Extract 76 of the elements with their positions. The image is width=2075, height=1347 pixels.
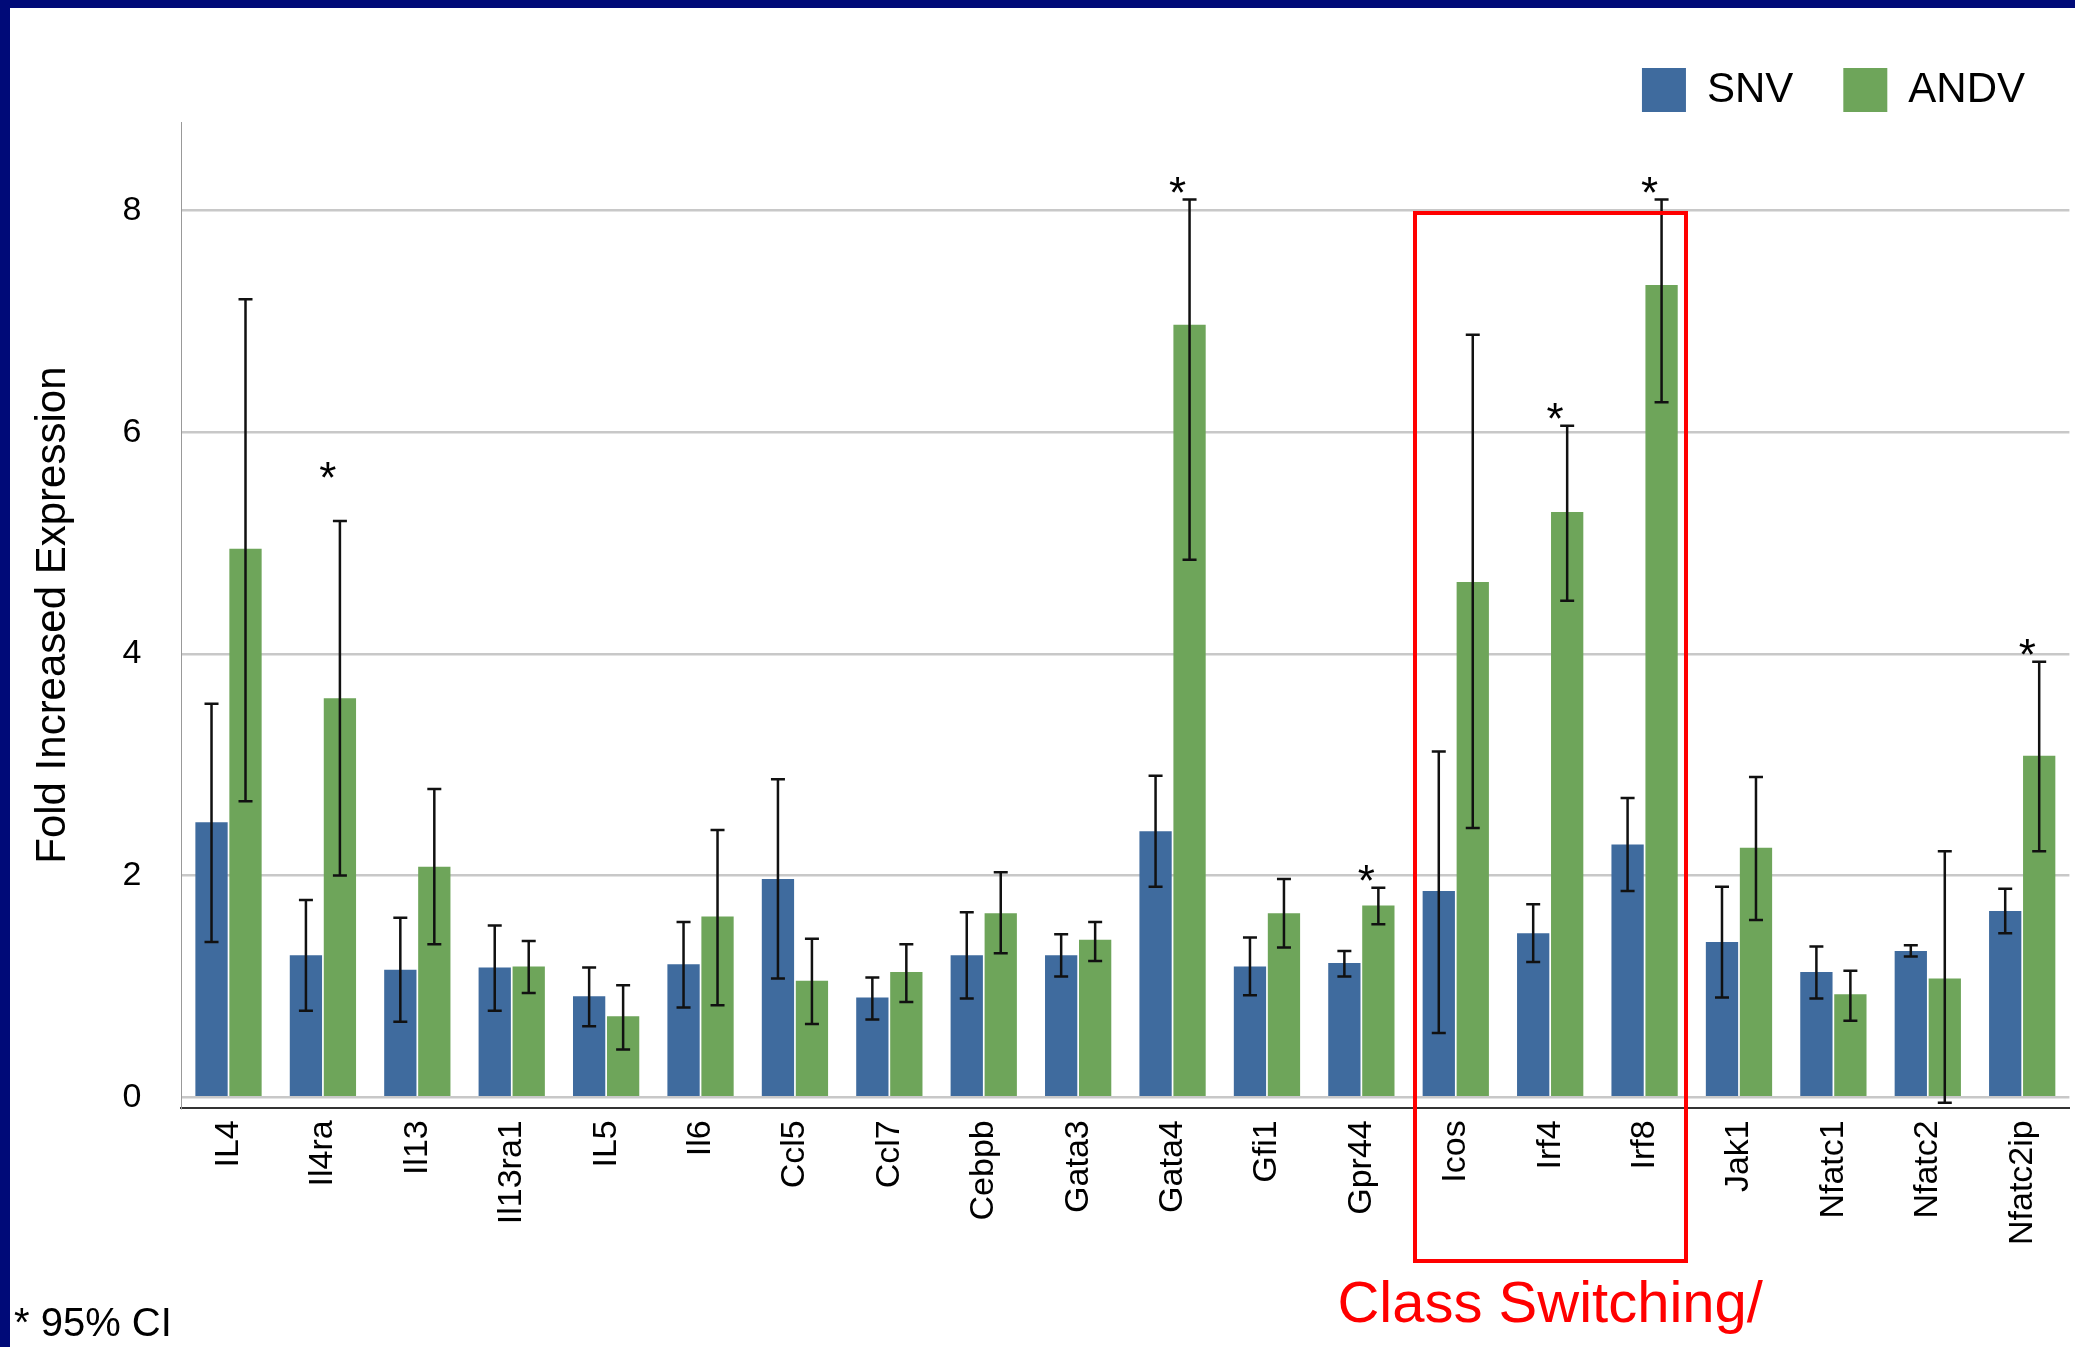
y-tick-label: 6 (122, 410, 142, 449)
bar (195, 822, 228, 1096)
x-tick-label: Il13ra1 (490, 1120, 529, 1225)
bar (1422, 891, 1455, 1096)
x-tick-label: Nfatc2ip (2000, 1120, 2039, 1246)
text: * 95% CI (14, 1300, 172, 1345)
y-tick-label: 8 (122, 189, 142, 228)
x-tick-label: IL4 (206, 1120, 245, 1168)
bar (1328, 963, 1361, 1096)
bar (572, 996, 606, 1096)
bar (1456, 581, 1489, 1096)
bar (1267, 913, 1301, 1096)
x-tick-label: Gata3 (1056, 1120, 1095, 1213)
annotation: * (319, 453, 337, 503)
bar (795, 980, 829, 1096)
y-tick-label: 2 (122, 853, 142, 892)
x-tick-label: Il4ra (301, 1120, 340, 1187)
bar (1233, 966, 1267, 1096)
x-tick-label: IL5 (584, 1120, 623, 1168)
bar (856, 997, 889, 1096)
annotation: * (1546, 393, 1564, 443)
legend-label: ANDV (1908, 63, 2026, 111)
bar (1362, 905, 1395, 1096)
annotation: * (2018, 629, 2036, 679)
bar (512, 966, 545, 1096)
bar (289, 955, 323, 1096)
bar (1517, 933, 1550, 1096)
bar (1079, 939, 1112, 1096)
bar (1045, 955, 1078, 1096)
x-tick-label: Il13 (395, 1120, 434, 1176)
x-tick-label: Ccl5 (773, 1120, 812, 1189)
x-tick-label: Ccl7 (867, 1120, 906, 1189)
x-tick-label: Gpr44 (1339, 1120, 1378, 1215)
bar (1894, 950, 1927, 1096)
bar (1551, 512, 1584, 1096)
bar (384, 969, 417, 1096)
bar (229, 548, 262, 1096)
annotation: * (1168, 167, 1187, 217)
bar (2023, 755, 2056, 1096)
bar (667, 964, 700, 1096)
x-tick-label: Il6 (678, 1120, 717, 1157)
bar (1928, 978, 1961, 1096)
bar (418, 866, 451, 1096)
bar (984, 913, 1017, 1096)
bar (1173, 324, 1206, 1096)
annotation: * (1641, 167, 1659, 217)
bar (323, 698, 357, 1096)
bar (1645, 284, 1678, 1096)
bar (1705, 942, 1739, 1096)
x-tick-label: Gfi1 (1245, 1120, 1284, 1183)
bar (761, 878, 795, 1096)
x-tick-label: Icos (1434, 1120, 1473, 1183)
bar (1139, 831, 1172, 1096)
bar (1739, 847, 1773, 1096)
bar (478, 967, 511, 1096)
y-tick-label: 0 (122, 1075, 142, 1114)
legend-label: SNV (1706, 63, 1794, 111)
text: Class Switching/ (1337, 1269, 1764, 1334)
bar (950, 955, 983, 1096)
bar (890, 971, 923, 1096)
bar (1834, 994, 1867, 1096)
x-tick-label: Nfatc1 (1811, 1120, 1850, 1219)
bar (606, 1016, 640, 1096)
y-axis-title: Fold Increased Expression (26, 366, 74, 864)
x-tick-label: Irf4 (1528, 1120, 1567, 1170)
x-tick-label: Jak1 (1717, 1120, 1756, 1193)
bar (1800, 971, 1833, 1096)
bar (701, 916, 734, 1096)
annotation: * (1357, 855, 1375, 905)
x-tick-label: Cebpb (962, 1120, 1001, 1221)
bar (1989, 911, 2022, 1096)
y-tick-label: 4 (122, 632, 142, 671)
x-tick-label: Irf8 (1622, 1120, 1661, 1170)
bar (1611, 844, 1644, 1096)
x-tick-label: Nfatc2 (1906, 1120, 1945, 1219)
x-tick-label: Gata4 (1150, 1120, 1189, 1213)
